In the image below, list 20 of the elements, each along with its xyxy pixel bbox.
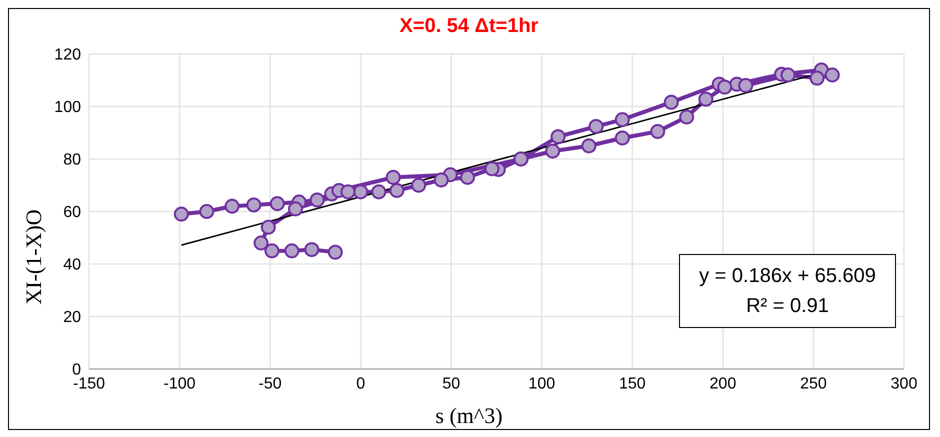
x-tick-label: -100 [164,375,196,392]
y-tick-label: 120 [54,46,82,64]
y-tick-label: 40 [63,256,82,274]
x-tick-label: 300 [890,375,918,392]
y-tick-label: 80 [63,152,82,169]
annotation: y = 0.186x + 65.609 [698,264,877,289]
y-tick-label: 60 [63,204,82,222]
y-tick-label: 100 [54,99,82,116]
x-tick-label: 0 [356,375,366,392]
x-tick-label: 200 [710,375,736,392]
x-tick-label: 100 [528,375,556,392]
x-axis-title: s (m^3) [434,403,504,429]
x-tick-label: 250 [800,375,827,392]
annotation: R² = 0.91 [745,294,830,319]
x-tick-label: -50 [258,375,282,392]
chart-title: X=0. 54 Δt=1hr [398,15,540,38]
x-tick-label: 50 [442,375,460,392]
y-tick-label: 20 [63,309,82,326]
y-axis-title: XI-(1-X)O [21,208,47,307]
x-tick-label: 150 [618,375,646,392]
